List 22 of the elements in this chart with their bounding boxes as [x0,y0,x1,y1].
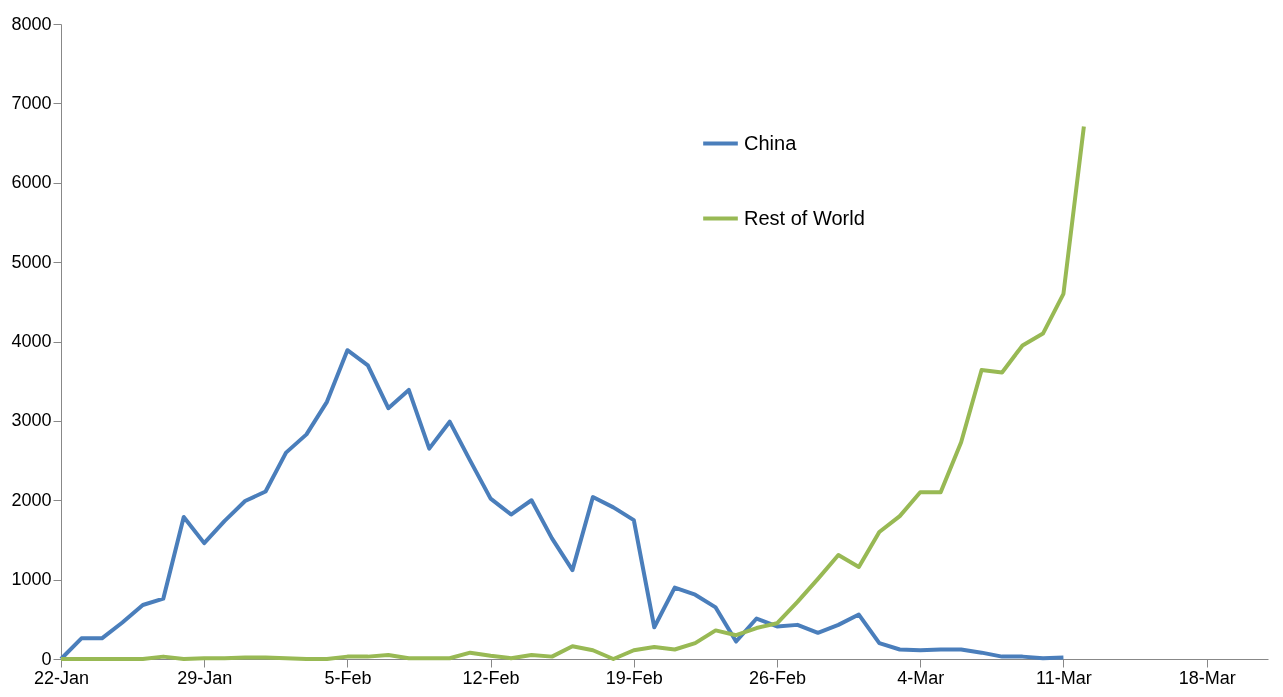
x-tick-label: 18-Mar [1178,667,1236,688]
y-tick-label: 8000 [11,13,52,34]
y-tick-label: 1000 [11,569,52,590]
x-tick-label: 19-Feb [605,667,663,688]
legend-label: Rest of World [744,206,865,229]
x-tick-label: 5-Feb [324,667,372,688]
x-tick-label: 12-Feb [462,667,520,688]
y-tick-label: 2000 [11,489,52,510]
y-tick-label: 7000 [11,92,52,113]
y-tick-label: 4000 [11,331,52,351]
x-tick-label: 26-Feb [748,667,807,688]
y-tick-label: 5000 [11,251,52,272]
y-tick-label: 3000 [11,410,52,431]
line-series [59,124,1086,661]
x-tick-label: 29-Jan [177,667,233,688]
y-tick-label: 6000 [11,172,52,193]
line-series [59,348,1066,661]
legend-label: China [744,131,798,154]
x-tick-label: 22-Jan [33,667,90,688]
x-tick-label: 11-Mar [1036,667,1092,688]
x-tick-label: 4-Mar [897,667,945,688]
y-tick-label: 0 [41,648,52,669]
